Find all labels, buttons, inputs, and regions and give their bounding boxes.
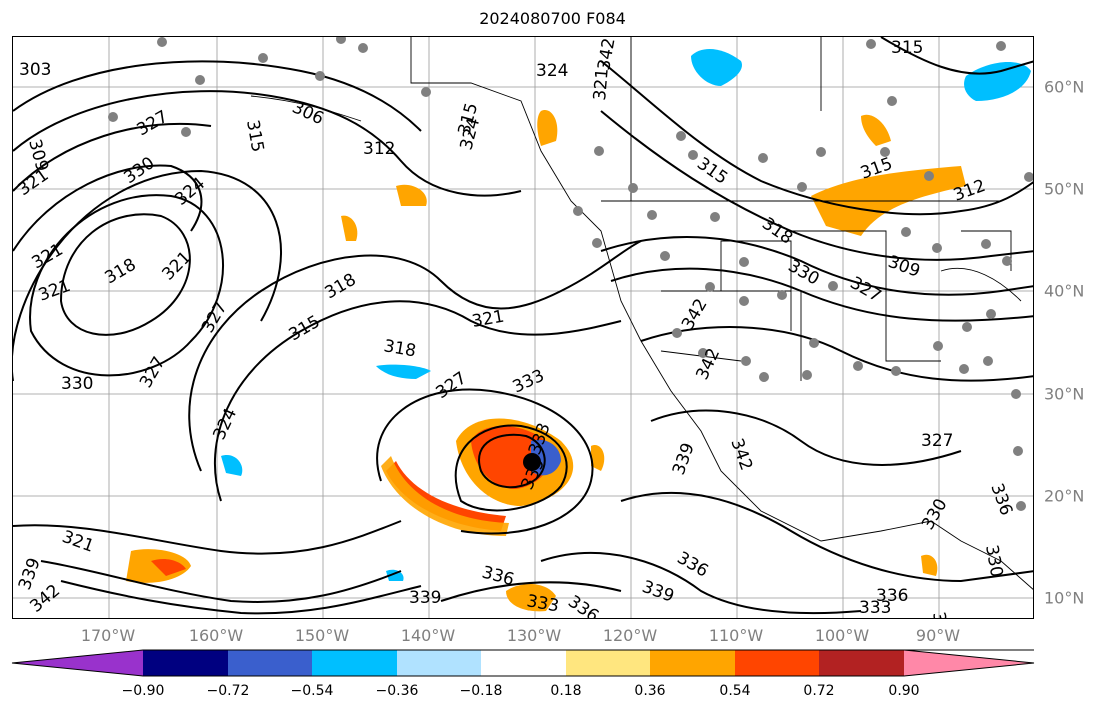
colorbar-segment [481,650,566,676]
lon-label: 90°W [915,626,961,645]
map-panel: 303 309 321 327 330 318 321 330 327 324 … [12,36,1034,619]
coastlines [250,37,1033,590]
colorbar-segment [228,650,312,676]
colorbar-tick-label: −0.72 [206,683,250,699]
colorbar-segment [735,650,819,676]
contour-label: 318 [102,255,140,289]
colorbar-tick-label: −0.90 [121,683,165,699]
colorbar [11,649,1035,677]
contour-label: 333 [859,598,891,618]
contour-label: 342 [726,436,756,473]
colorbar-segment [312,650,397,676]
colorbar-tick-label: −0.54 [290,683,334,699]
map-title: 2024080700 F084 [479,9,626,28]
contour-label: 330 [981,543,1006,578]
contour-label: 333 [525,591,560,616]
colorbar-segment [566,650,650,676]
contour-label: 327 [198,298,232,336]
contour-label: 339 [639,577,676,607]
map-canvas: 303 309 321 327 330 318 321 330 327 324 … [13,37,1033,619]
colorbar-tick-label: 0.36 [634,683,666,699]
contour-label: 336 [876,586,908,606]
colorbar-segment [904,650,1034,676]
lat-label: 20°N [1044,486,1085,506]
contour-label: 315 [242,118,267,153]
contour-label: 321 [470,307,505,332]
contour-label: 321 [29,240,67,274]
contour-label: 330 [785,256,823,290]
contour-label: 318 [322,270,360,304]
colorbar-segment [143,650,228,676]
contour-label: 321 [14,165,52,200]
lon-label: 110°W [708,626,764,645]
lat-label: 30°N [1044,384,1085,404]
colorbar-tick-label: 0.72 [803,683,835,699]
lon-label: 170°W [80,626,136,645]
lon-label: 100°W [814,626,870,645]
station-markers [108,37,1033,511]
contour-label: 315 [286,312,324,346]
contour-label: 312 [363,139,395,159]
contour-label: 321 [36,276,73,306]
colorbar-segment [819,650,904,676]
contour-label: 306 [289,97,327,129]
colorbar-tick-label: 0.90 [888,683,920,699]
contour-label: 321 [59,527,96,557]
contour-label: 324 [536,61,568,81]
colorbar-segment [12,650,143,676]
contour-label: 330 [61,374,93,394]
contour-label: 339 [15,555,45,592]
contour-label: 339 [409,588,441,608]
contour-label: 327 [921,431,953,451]
contour-label: 324 [171,174,209,210]
contour-label: 336 [564,592,602,619]
contour-label: 327 [134,107,172,141]
contour-label: 309 [885,252,922,282]
colorbar-tick-label: 0.18 [550,683,582,699]
contour-label: 327 [136,353,170,391]
colorbar-tick-label: −0.36 [375,683,419,699]
contour-label: 339 [669,440,699,477]
lon-label: 150°W [294,626,350,645]
contour-field [13,37,1033,615]
lon-label: 160°W [188,626,244,645]
contour-label: 303 [19,60,51,80]
contour-label: 327 [847,273,885,307]
lon-label: 120°W [602,626,658,645]
colorbar-segment [397,650,481,676]
contour-label: 324 [209,405,241,443]
lon-label: 140°W [400,626,456,645]
contour-label: 336 [986,481,1016,518]
contour-label: 318 [382,336,417,361]
contour-label: 327 [432,368,470,403]
contour-label: 321 [590,67,613,101]
colorbar-tick-label: −0.18 [459,683,503,699]
lat-label: 40°N [1044,281,1085,301]
lon-label: 130°W [506,626,562,645]
lat-label: 60°N [1044,77,1085,97]
lat-label: 10°N [1044,588,1085,608]
colorbar-tick-label: 0.54 [719,683,751,699]
colorbar-outline [11,649,1035,677]
contour-label: 342 [692,345,724,383]
contour-label: 333 [928,610,953,619]
contour-label: 333 [510,366,548,398]
contour-label: 342 [594,37,619,72]
contour-label: 315 [891,38,923,58]
colorbar-segment [650,650,735,676]
contour-label: 336 [480,563,517,591]
lat-label: 50°N [1044,179,1085,199]
storm-center-marker [523,453,541,471]
contour-label: 330 [918,495,952,533]
